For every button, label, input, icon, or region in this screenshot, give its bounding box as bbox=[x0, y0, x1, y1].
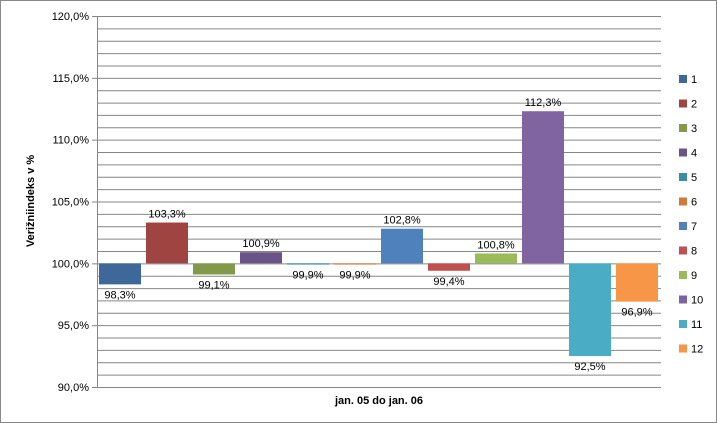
gridlines bbox=[97, 16, 661, 388]
bar-8 bbox=[428, 263, 470, 271]
legend-label-5: 5 bbox=[691, 172, 697, 184]
legend-label-7: 7 bbox=[691, 221, 697, 233]
legend-label-12: 12 bbox=[691, 344, 703, 356]
y-tick-label: 100,0% bbox=[52, 258, 90, 270]
data-label-7: 102,8% bbox=[383, 215, 421, 227]
bar-7 bbox=[381, 228, 423, 264]
legend-swatch-4 bbox=[679, 148, 687, 157]
data-label-12: 96,9% bbox=[621, 307, 652, 319]
y-tick-label: 110,0% bbox=[53, 135, 90, 147]
bar-4 bbox=[240, 252, 282, 264]
legend-label-9: 9 bbox=[691, 270, 697, 282]
y-tick-label: 95,0% bbox=[58, 320, 89, 332]
legend-swatch-11 bbox=[679, 320, 687, 328]
data-label-6: 99,9% bbox=[339, 270, 370, 282]
legend-swatch-3 bbox=[679, 124, 687, 132]
bar-9 bbox=[475, 253, 517, 264]
data-label-9: 100,8% bbox=[477, 239, 515, 251]
legend-swatch-6 bbox=[679, 197, 687, 206]
legend-swatch-8 bbox=[679, 246, 687, 255]
data-label-2: 103,3% bbox=[148, 209, 186, 221]
bar-11 bbox=[569, 263, 611, 357]
legend-swatch-10 bbox=[679, 295, 687, 304]
data-label-5: 99,9% bbox=[292, 270, 323, 282]
legend-swatch-1 bbox=[679, 75, 687, 83]
legend-label-10: 10 bbox=[691, 295, 703, 307]
y-tick-label: 120,0% bbox=[52, 11, 90, 23]
bar-10 bbox=[522, 111, 564, 264]
x-axis-title: jan. 05 do jan. 06 bbox=[334, 395, 423, 407]
legend-swatch-2 bbox=[679, 99, 687, 108]
bar-2 bbox=[146, 222, 188, 264]
bar-1 bbox=[99, 263, 141, 285]
legend-swatch-5 bbox=[679, 173, 687, 181]
data-label-4: 100,9% bbox=[242, 238, 280, 250]
data-labels: 98,3% 103,3% 99,1% 100,9% 99,9% 99,9% 102,8% 99… bbox=[104, 97, 652, 373]
y-tick-label: 90,0% bbox=[58, 382, 89, 394]
bar-6 bbox=[334, 263, 376, 265]
y-tick-label: 105,0% bbox=[52, 197, 90, 209]
legend-swatch-7 bbox=[679, 222, 687, 230]
data-label-1: 98,3% bbox=[104, 289, 135, 301]
y-axis: 90,0% 95,0% 100,0% 105,0% 110,0% 115,0% 120,0% bbox=[52, 11, 98, 394]
bars bbox=[99, 111, 658, 357]
legend-label-3: 3 bbox=[691, 123, 697, 135]
data-label-10: 112,3% bbox=[525, 97, 562, 109]
y-axis-title: Verižniindeks v % bbox=[25, 155, 37, 248]
bar-12 bbox=[616, 263, 658, 302]
legend-label-11: 11 bbox=[691, 319, 702, 331]
legend-label-1: 1 bbox=[691, 74, 697, 86]
data-label-11: 92,5% bbox=[574, 361, 605, 373]
legend-swatch-9 bbox=[679, 271, 687, 279]
legend-swatch-12 bbox=[679, 344, 687, 353]
y-tick-label: 115,0% bbox=[53, 73, 90, 85]
bar-3 bbox=[193, 263, 235, 275]
bar-5 bbox=[287, 263, 329, 265]
legend-label-4: 4 bbox=[691, 148, 697, 160]
legend-label-6: 6 bbox=[691, 197, 697, 209]
legend-label-2: 2 bbox=[691, 99, 697, 111]
data-label-3: 99,1% bbox=[198, 279, 229, 291]
data-label-8: 99,4% bbox=[433, 276, 464, 288]
legend-label-8: 8 bbox=[691, 246, 697, 258]
